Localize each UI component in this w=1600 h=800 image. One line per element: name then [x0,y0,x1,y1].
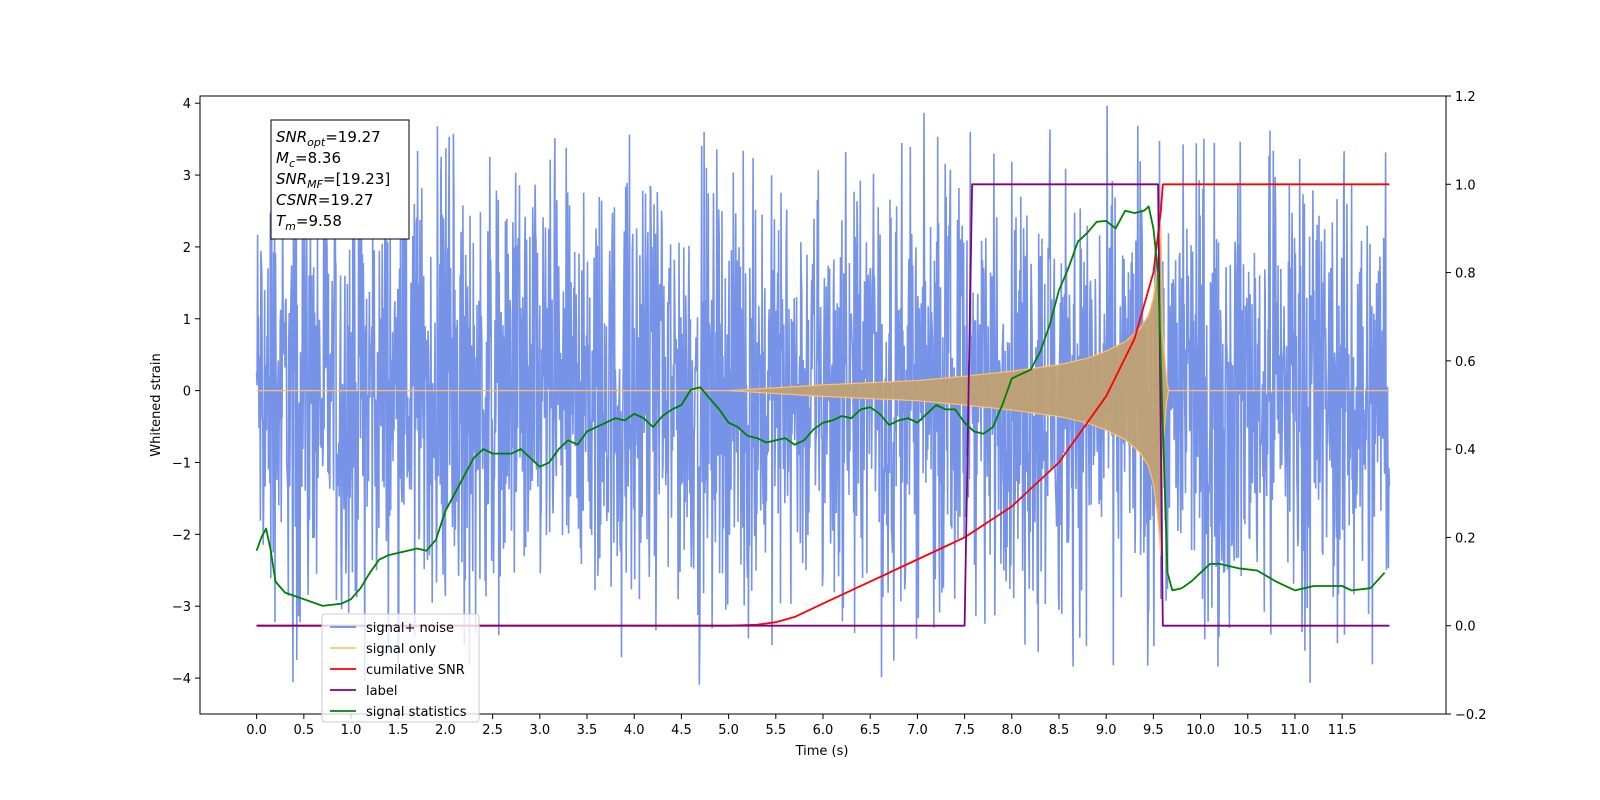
y-left-tick-label: −2 [172,528,191,543]
x-tick-label: 2.0 [435,723,456,738]
info-subscript: c [289,157,295,170]
series-signal-only [256,225,1390,556]
legend-label: label [366,684,397,699]
x-tick-label: 5.0 [718,723,739,738]
y-right-tick-label: 0.4 [1455,443,1476,458]
info-box-line: SNRMF=[19.23] [276,170,390,191]
info-symbol: SNR [276,170,307,188]
x-tick-label: 8.5 [1049,723,1070,738]
x-tick-label: 8.0 [1001,723,1022,738]
info-box-line: CSNR=19.27 [276,191,373,209]
info-value: =[19.23] [323,170,390,188]
x-tick-label: 2.5 [482,723,503,738]
x-tick-label: 3.0 [529,723,550,738]
y-left-tick-label: −1 [172,456,191,471]
x-tick-label: 9.0 [1096,723,1117,738]
y-left-tick-label: 3 [183,169,191,184]
series-label [256,183,1390,627]
info-symbol: T [276,212,287,230]
x-tick-label: 10.0 [1186,723,1215,738]
series-signal-noise [255,105,1391,685]
x-tick-label: 3.5 [577,723,598,738]
y-left-tick-label: −4 [172,672,191,687]
y-left-axis-ticks: 4 3 2 1 0 −1 −2 −3 −4 [172,97,200,687]
info-symbol: CSNR [276,191,318,209]
y-left-tick-label: 2 [183,241,191,256]
info-value: =19.27 [325,128,381,146]
legend-label: signal statistics [366,705,467,720]
series-signal-statistics [255,205,1386,607]
info-symbol: M [276,149,289,167]
y-right-tick-label: 0.8 [1455,267,1476,282]
info-value: =9.58 [296,212,342,230]
info-box-line: SNRopt=19.27 [276,128,381,149]
info-subscript: opt [307,136,326,149]
info-subscript: m [285,220,296,233]
x-axis-ticks: 0.0 0.5 1.0 1.5 2.0 2.5 3.0 3.5 4.0 4.5 5.0 5.5 6.0 6… [246,714,1357,738]
info-box: SNRopt=19.27Mc=8.36SNRMF=[19.23]CSNR=19.… [270,119,410,240]
legend-label: cumilative SNR [366,663,465,678]
y-right-tick-label: 1.2 [1455,90,1476,105]
x-tick-label: 6.5 [860,723,881,738]
y-right-axis-ticks: 1.2 1.0 0.8 0.6 0.4 0.2 0.0 −0.2 [1446,90,1487,723]
info-subscript: MF [307,178,323,191]
x-axis-label: Time (s) [795,744,849,759]
x-tick-label: 4.5 [671,723,692,738]
x-tick-label: 1.0 [341,723,362,738]
legend-frame [321,613,480,723]
y-right-tick-label: 1.0 [1455,178,1476,193]
legend-label: signal only [366,642,436,657]
info-box-frame [270,119,410,240]
legend: signal+ noise signal only cumilative SNR la… [321,613,480,723]
y-left-tick-label: 4 [183,97,191,112]
x-tick-label: 7.5 [954,723,975,738]
x-tick-label: 0.5 [293,723,314,738]
y-right-tick-label: 0.2 [1455,531,1476,546]
y-left-tick-label: 0 [183,385,191,400]
x-tick-label: 0.0 [246,723,267,738]
x-tick-label: 5.5 [765,723,786,738]
y-left-tick-label: 1 [183,313,191,328]
x-tick-label: 10.5 [1233,723,1262,738]
y-right-tick-label: 0.6 [1455,355,1476,370]
x-tick-label: 1.5 [388,723,409,738]
y-left-axis-label: Whitened strain [149,353,164,456]
y-left-tick-label: −3 [172,600,191,615]
x-tick-label: 6.0 [813,723,834,738]
x-tick-label: 9.5 [1143,723,1164,738]
series-layer [255,105,1391,685]
info-box-line: Mc=8.36 [276,149,341,170]
x-tick-label: 11.5 [1328,723,1357,738]
info-value: =19.27 [318,191,374,209]
x-tick-label: 4.0 [624,723,645,738]
x-tick-label: 7.0 [907,723,928,738]
info-box-line: Tm=9.58 [276,212,342,233]
y-right-tick-label: 0.0 [1455,620,1476,635]
y-right-tick-label: −0.2 [1455,708,1487,723]
legend-label: signal+ noise [366,621,454,636]
x-tick-label: 11.0 [1280,723,1309,738]
info-symbol: SNR [276,128,307,146]
info-value: =8.36 [295,149,341,167]
